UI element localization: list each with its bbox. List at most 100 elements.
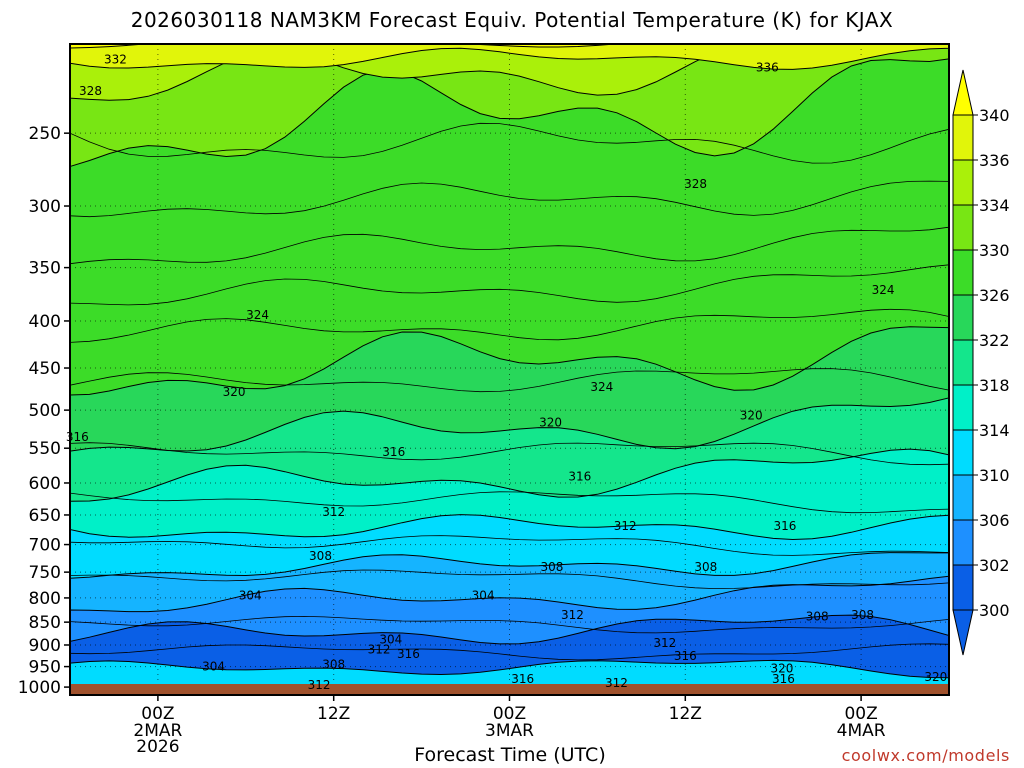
contour-label-10: 316 <box>66 430 89 444</box>
contour-line-5 <box>70 368 949 393</box>
contour-label-17: 308 <box>541 560 564 574</box>
contour-line-9 <box>70 569 949 590</box>
contour-labels: 3323283363283243243243203203203163163163… <box>66 53 947 692</box>
y-tick-label-5: 500 <box>29 401 61 421</box>
x-tick-label-1: 12Z <box>317 704 350 724</box>
y-tick-label-12: 850 <box>29 613 61 633</box>
contour-label-35: 312 <box>605 676 628 690</box>
contour-label-19: 304 <box>239 588 262 602</box>
contour-line-3 <box>70 264 949 306</box>
contour-line-7 <box>70 491 949 514</box>
contour-label-7: 320 <box>223 385 246 399</box>
contour-label-24: 304 <box>379 633 402 647</box>
contour-label-4: 324 <box>246 308 269 322</box>
colorbar-box-8 <box>952 474 974 521</box>
contour-label-1: 328 <box>79 84 102 98</box>
contour-label-36: 320 <box>924 670 947 684</box>
contour-line-1 <box>70 180 949 218</box>
colorbar-top-arrow <box>952 69 974 116</box>
contour-label-31: 320 <box>771 662 794 676</box>
y-tick-label-7: 600 <box>29 474 61 494</box>
contour-line-6 <box>70 442 949 466</box>
colorbar-label-8: 310 <box>979 466 1010 485</box>
x-tick-sublabel-0-1: 2026 <box>136 737 179 757</box>
y-tick-label-4: 450 <box>29 359 61 379</box>
colorbar-bottom-arrow <box>952 609 974 656</box>
colorbar-box-10 <box>952 564 974 611</box>
y-tick-label-11: 800 <box>29 589 61 609</box>
y-tick-label-13: 900 <box>29 636 61 656</box>
chart-title: 2026030118 NAM3KM Forecast Equiv. Potent… <box>130 8 894 32</box>
y-tick-label-2: 350 <box>29 259 61 279</box>
y-tick-label-3: 400 <box>29 312 61 332</box>
contour-label-9: 320 <box>539 416 562 430</box>
x-tick-sublabel-0-0: 2MAR <box>133 721 182 741</box>
y-tick-label-9: 700 <box>29 536 61 556</box>
colorbar-label-5: 322 <box>979 331 1010 350</box>
grid-lines <box>70 44 949 695</box>
colorbar-label-1: 336 <box>979 151 1010 170</box>
colorbar-label-11: 300 <box>979 601 1010 620</box>
colorbar-box-6 <box>952 384 974 431</box>
colorbar-box-7 <box>952 429 974 476</box>
contour-label-20: 304 <box>472 588 495 602</box>
source-credit[interactable]: coolwx.com/models <box>841 746 1010 765</box>
colorbar-box-5 <box>952 339 974 386</box>
y-tick-label-0: 250 <box>29 124 61 144</box>
contour-label-12: 316 <box>568 469 591 483</box>
contour-label-14: 312 <box>614 519 637 533</box>
x-tick-label-4: 00Z <box>844 704 877 724</box>
y-tick-label-6: 550 <box>29 439 61 459</box>
colorbar-box-9 <box>952 519 974 566</box>
colorbar-box-1 <box>952 159 974 206</box>
colorbar-label-3: 330 <box>979 241 1010 260</box>
contour-label-32: 316 <box>511 672 534 686</box>
contour-label-25: 312 <box>368 642 391 656</box>
y-tick-label-15: 1000 <box>18 678 61 698</box>
contour-label-28: 316 <box>674 649 697 663</box>
contour-label-34: 312 <box>308 678 331 692</box>
colorbar-label-7: 314 <box>979 421 1010 440</box>
x-tick-sublabel-4-0: 4MAR <box>837 721 886 741</box>
colorbar-label-10: 302 <box>979 556 1010 575</box>
contour-label-6: 324 <box>590 380 613 394</box>
colorbar-label-6: 318 <box>979 376 1010 395</box>
y-tick-label-10: 750 <box>29 563 61 583</box>
contour-line-10 <box>70 615 949 634</box>
contour-label-18: 308 <box>694 560 717 574</box>
contour-label-33: 316 <box>772 672 795 686</box>
contour-line-4 <box>70 308 949 343</box>
contour-label-23: 308 <box>851 608 874 622</box>
contour-label-0: 332 <box>104 53 127 67</box>
terrain-strip <box>70 684 949 695</box>
contour-label-27: 312 <box>653 636 676 650</box>
contour-label-3: 328 <box>684 177 707 191</box>
colorbar-box-3 <box>952 249 974 296</box>
contour-label-13: 312 <box>322 505 345 519</box>
contour-label-21: 312 <box>561 608 584 622</box>
contour-label-8: 320 <box>740 409 763 423</box>
contour-line-2 <box>70 226 949 265</box>
contour-label-22: 308 <box>806 609 829 623</box>
x-tick-sublabel-2-0: 3MAR <box>485 721 534 741</box>
contour-label-26: 316 <box>397 647 420 661</box>
contour-line-11 <box>70 643 949 661</box>
x-tick-label-0: 00Z <box>141 704 174 724</box>
colorbar-label-2: 334 <box>979 196 1010 215</box>
colorbar-label-0: 340 <box>979 106 1010 125</box>
colorbar-box-4 <box>952 294 974 341</box>
colorbar-box-0 <box>952 114 974 161</box>
x-tick-label-2: 00Z <box>493 704 526 724</box>
contour-line-8 <box>70 535 949 556</box>
contour-label-16: 308 <box>309 549 332 563</box>
y-axis: 250 300 350 400 450 500 550 600 650 700 750 800 850 9… <box>18 124 70 698</box>
band-upper-2 <box>70 44 949 70</box>
x-tick-label-3: 12Z <box>669 704 702 724</box>
y-tick-label-1: 300 <box>29 197 61 217</box>
contour-lines <box>70 122 949 661</box>
colorbar-box-2 <box>952 204 974 251</box>
colorbar: 340 336 334 330 326 322 318 314 310 306 302 300 <box>952 69 1010 656</box>
contour-label-29: 308 <box>322 657 345 671</box>
